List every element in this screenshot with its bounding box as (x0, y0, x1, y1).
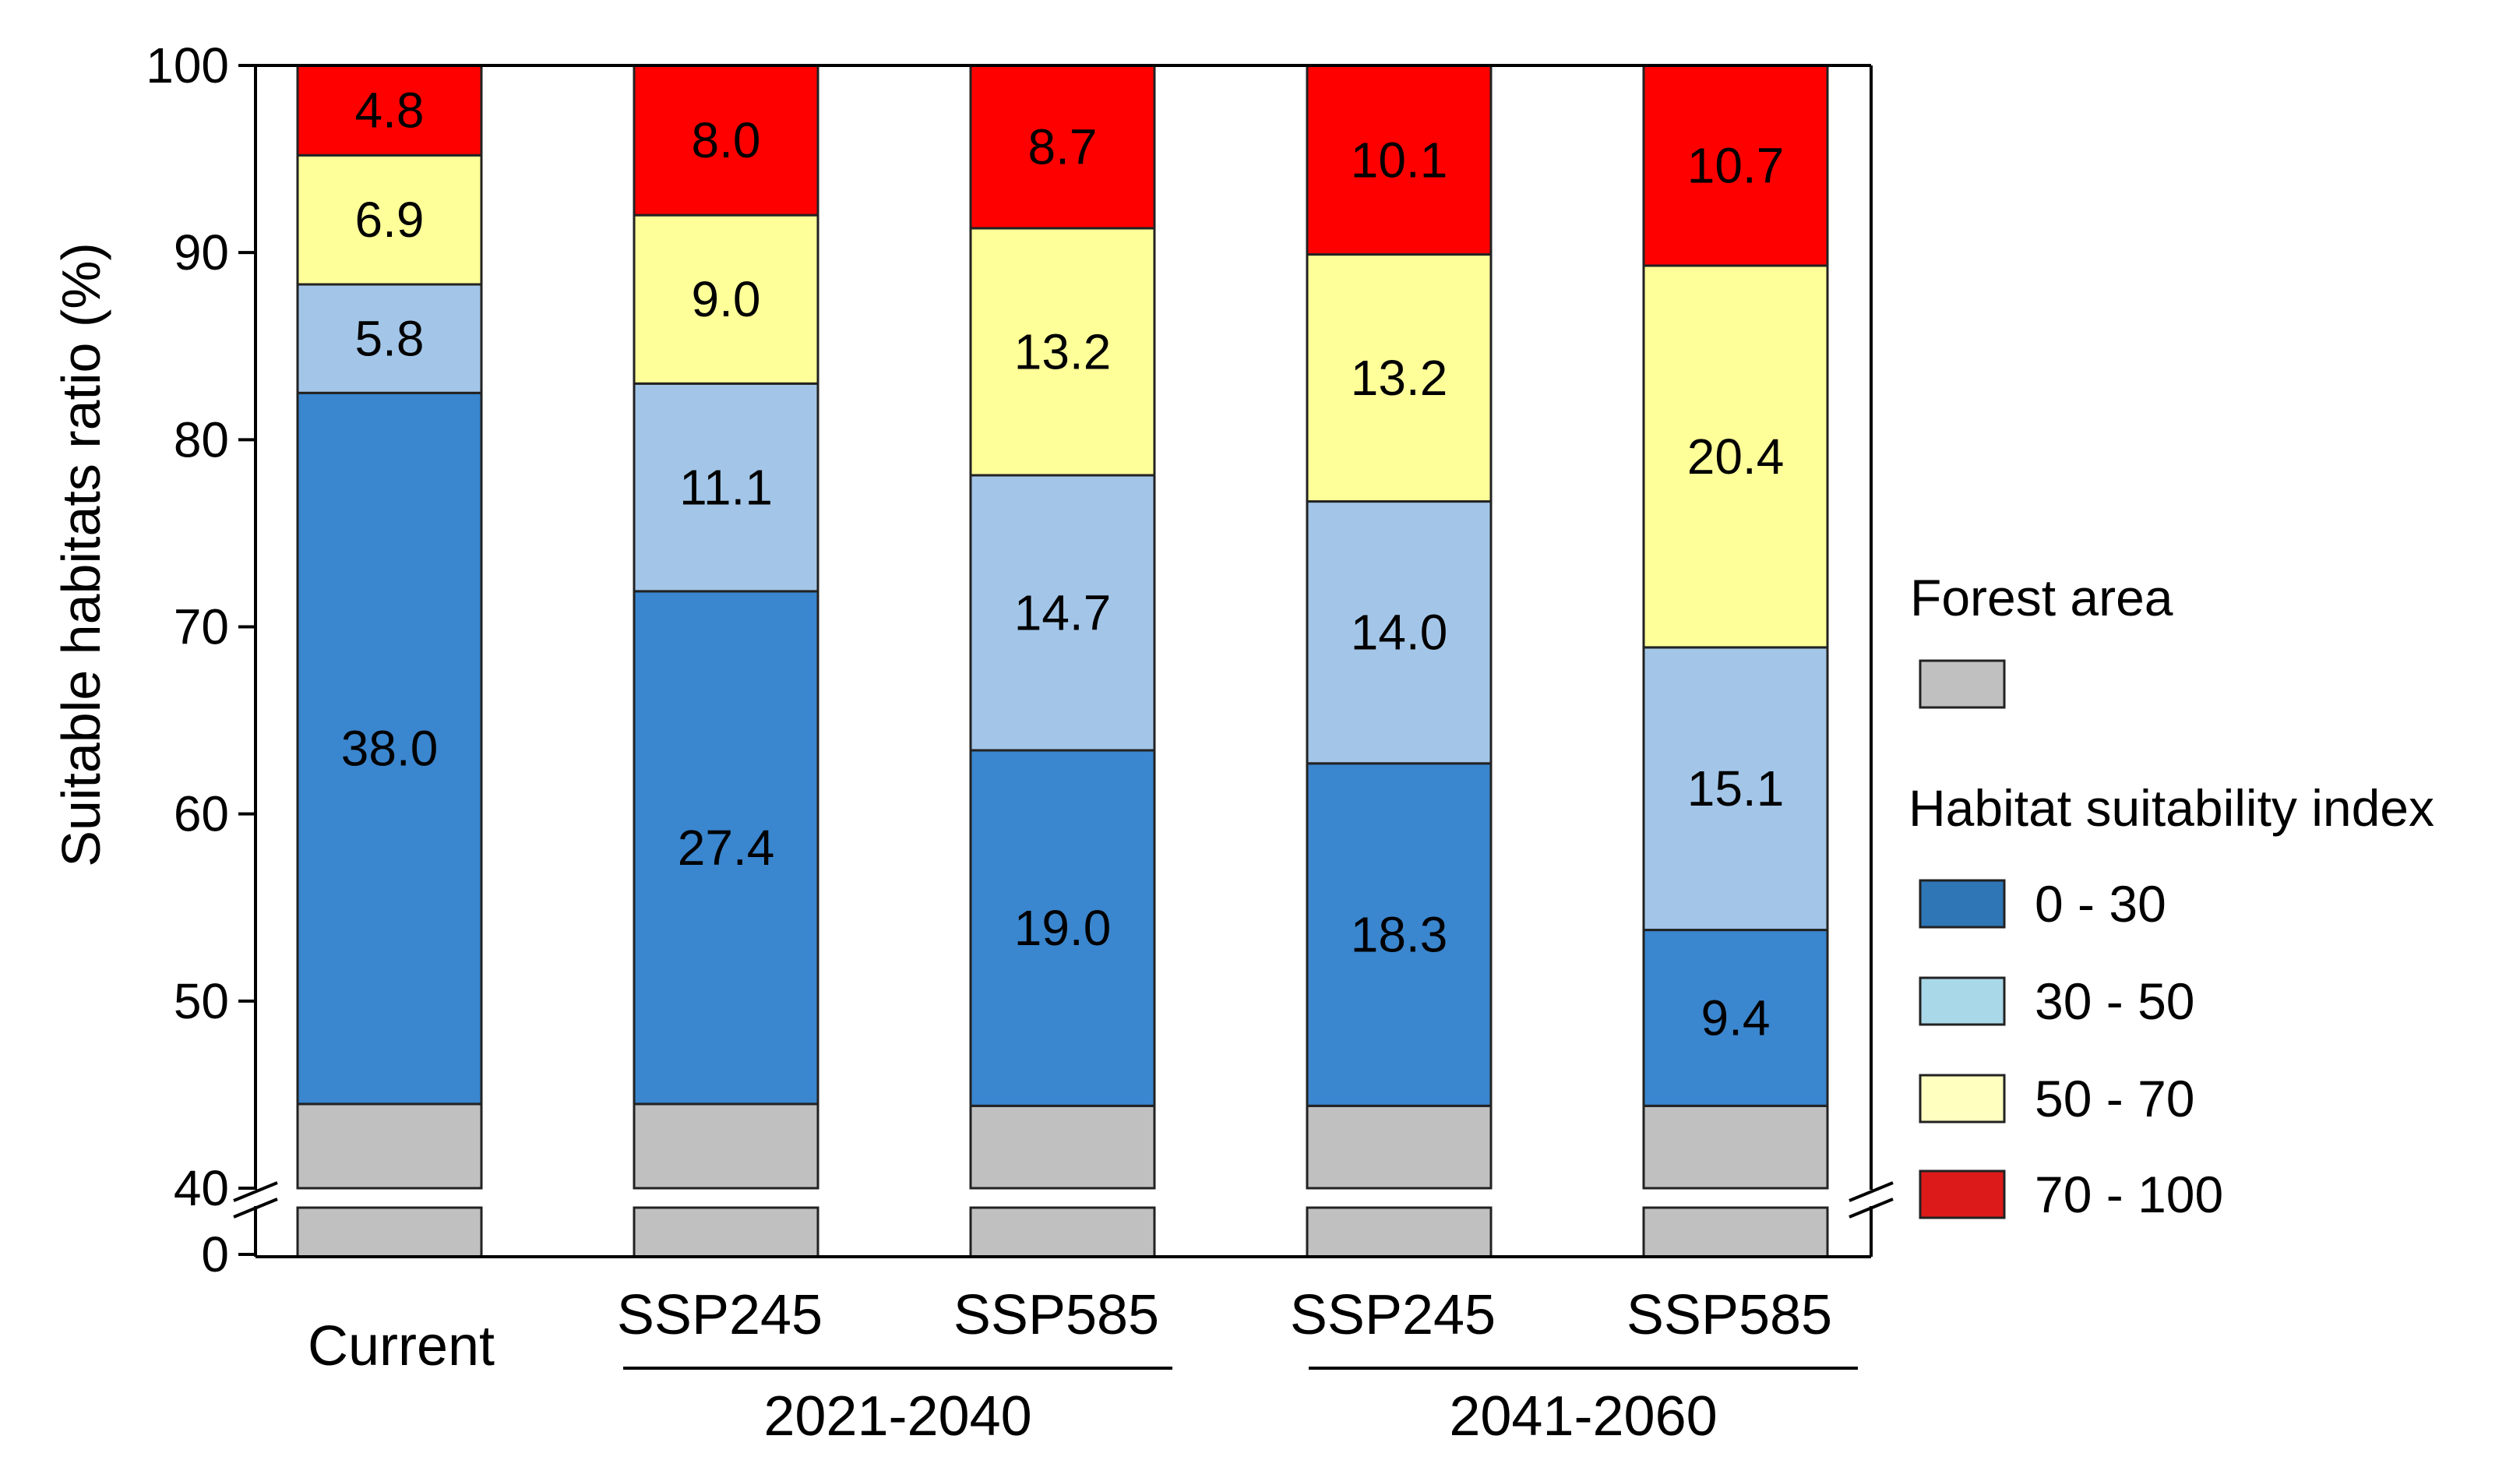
group-label: 2021-2040 (763, 1385, 1031, 1448)
legend-swatch-forest (1919, 659, 2006, 709)
axes-layer: 40 50 60 70 80 90 100 0 Suitable habitats ratio … (51, 37, 1894, 1282)
y-tick-label: 0 (201, 1226, 229, 1282)
data-label: 8.0 (692, 112, 761, 168)
data-label: 27.4 (678, 820, 775, 876)
x-tick-label: SSP585 (1627, 1284, 1832, 1346)
data-label: 38.0 (341, 721, 439, 777)
bar-segment-0-30 (969, 749, 1156, 1107)
legend-swatch-70-100 (1919, 1169, 2006, 1219)
axis-break-mark (233, 1181, 278, 1202)
y-tick-label: 90 (174, 224, 229, 280)
data-label: 18.3 (1351, 907, 1448, 963)
data-label: 13.2 (1014, 323, 1112, 379)
data-label: 15.1 (1687, 760, 1785, 817)
bar-segment-70-100 (296, 64, 483, 157)
bar-segment-0-30 (1642, 929, 1829, 1107)
forest-area-segment (296, 1102, 483, 1190)
forest-area-base-segment (633, 1206, 819, 1258)
y-tick-label: 50 (174, 973, 229, 1029)
data-label: 10.7 (1687, 137, 1785, 193)
legend: Forest area Habitat suitability index 0 - … (1909, 569, 2434, 1223)
legend-swatch-50-70 (1919, 1074, 2006, 1124)
forest-area-segment (1306, 1104, 1493, 1190)
bar-segment-30-50 (296, 283, 483, 394)
data-label: 8.7 (1028, 118, 1098, 175)
bar-segment-50-70 (1306, 253, 1493, 503)
forest-area-segment (633, 1102, 819, 1190)
x-tick-label: SSP245 (1290, 1284, 1496, 1346)
data-label: 11.1 (679, 460, 773, 516)
data-label: 14.7 (1014, 584, 1112, 640)
bar-segment-70-100 (969, 64, 1156, 230)
bar-segment-50-70 (633, 213, 819, 385)
bar-segment-70-100 (1642, 64, 1829, 267)
axis-break-mark (1849, 1198, 1894, 1219)
legend-item-label: 0 - 30 (2035, 875, 2166, 933)
y-tick-label: 100 (146, 37, 229, 93)
group-label: 2041-2060 (1449, 1385, 1717, 1448)
bar-segment-0-30 (1306, 762, 1493, 1107)
legend-swatch-0-30 (1919, 879, 2006, 929)
data-label: 4.8 (355, 83, 425, 139)
data-label: 9.4 (1701, 989, 1771, 1046)
axis-break-mark (233, 1198, 278, 1219)
forest-area-segment (969, 1104, 1156, 1190)
y-axis-title: Suitable habitats ratio (%) (51, 242, 111, 867)
bar-segment-0-30 (296, 391, 483, 1106)
data-label: 13.2 (1351, 350, 1448, 406)
y-tick-label: 70 (174, 599, 229, 655)
bar-segment-30-50 (1642, 646, 1829, 932)
data-label: 5.8 (355, 311, 425, 367)
bar-segment-70-100 (1306, 64, 1493, 256)
forest-area-base-segment (969, 1206, 1156, 1258)
category-labels-layer: Current SSP245 SSP585 SSP245 SSP585 2021-2040… (308, 1284, 1858, 1448)
legend-title-hsi: Habitat suitability index (1909, 779, 2434, 837)
y-tick-label: 80 (174, 411, 229, 467)
bar-segment-0-30 (633, 590, 819, 1106)
forest-area-base-segment (1306, 1206, 1493, 1258)
data-label: 6.9 (355, 192, 425, 248)
data-label: 14.0 (1351, 605, 1448, 661)
x-tick-label: SSP245 (617, 1284, 823, 1346)
legend-item-label: 30 - 50 (2035, 972, 2194, 1030)
forest-area-base-segment (1642, 1206, 1829, 1258)
data-label: 9.0 (692, 271, 761, 327)
data-label: 10.1 (1351, 132, 1448, 188)
forest-area-base-segment (296, 1206, 483, 1258)
x-tick-label: SSP585 (953, 1284, 1159, 1346)
legend-swatch-30-50 (1919, 976, 2006, 1026)
forest-area-segment (1642, 1104, 1829, 1190)
bar-segment-30-50 (633, 382, 819, 593)
y-tick-label: 40 (174, 1160, 229, 1216)
bar-segment-50-70 (969, 227, 1156, 477)
bar-segment-70-100 (633, 64, 819, 217)
x-tick-label: Current (308, 1315, 495, 1378)
data-label: 19.0 (1014, 900, 1112, 956)
data-label: 20.4 (1687, 429, 1785, 485)
bars-layer: 38.0 5.8 6.9 4.8 27.4 11.1 9.0 8.0 19.0 14.7 13.2 8… (296, 64, 1829, 1258)
y-tick-label: 60 (174, 786, 229, 842)
axis-break-mark (1849, 1181, 1894, 1202)
legend-item-label: 70 - 100 (2035, 1166, 2223, 1223)
bar-segment-30-50 (969, 474, 1156, 752)
legend-title-forest: Forest area (1910, 569, 2173, 626)
bar-segment-50-70 (1642, 264, 1829, 649)
legend-item-label: 50 - 70 (2035, 1070, 2194, 1127)
